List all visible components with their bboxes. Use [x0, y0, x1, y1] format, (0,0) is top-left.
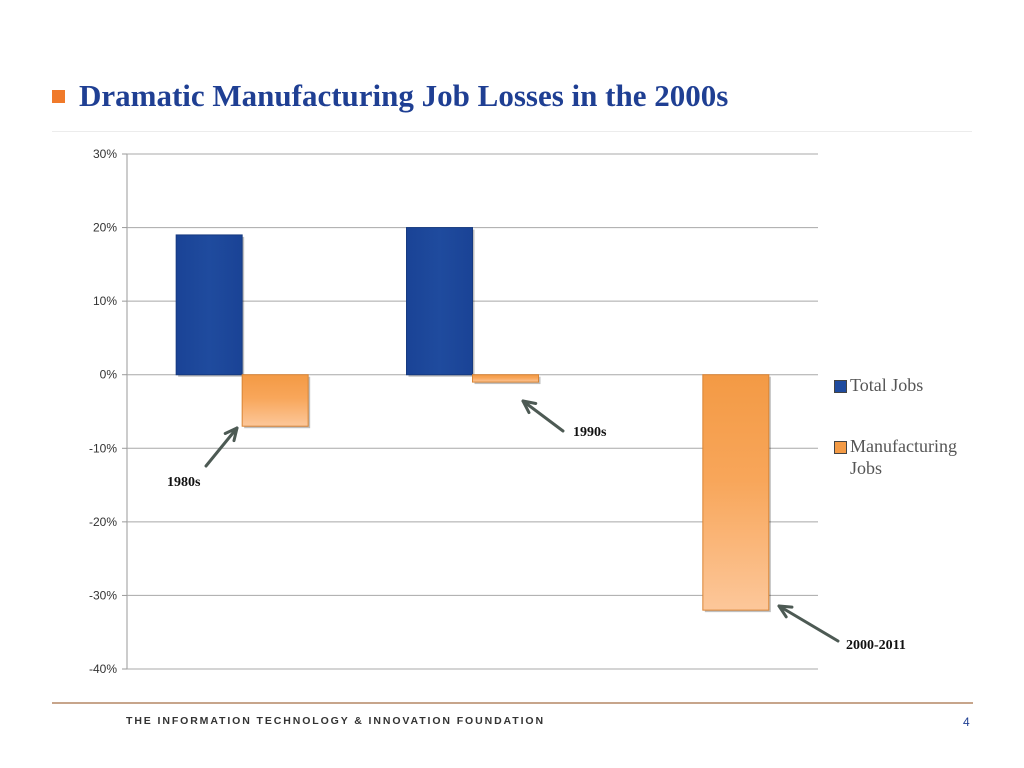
annotation-2000-2011: 2000-2011 [846, 638, 906, 653]
arrow-2000-2011 [777, 604, 840, 643]
legend-label-total-jobs: Total Jobs [850, 375, 924, 395]
footer-organization: THE INFORMATION TECHNOLOGY & INNOVATION … [126, 715, 545, 727]
y-tick-label: 30% [93, 147, 117, 161]
arrow-shaft [521, 399, 565, 433]
legend-swatch-total-jobs [834, 380, 847, 393]
arrow-head [521, 399, 538, 415]
slide-title: Dramatic Manufacturing Job Losses in the… [79, 78, 729, 113]
y-tick-label: -40% [89, 662, 117, 676]
arrow-1990s [521, 399, 565, 433]
footer-divider [52, 702, 973, 704]
legend-label-manufacturing-jobs: Manufacturing Jobs [850, 436, 957, 478]
arrow-head [223, 426, 239, 443]
y-tick-label: -10% [89, 441, 117, 455]
y-tick-label: -20% [89, 515, 117, 529]
y-tick-label: -30% [89, 588, 117, 602]
annotation-1990s: 1990s [573, 425, 607, 440]
arrow-shaft [204, 426, 239, 468]
y-tick-label: 10% [93, 294, 117, 308]
bar-total-jobs-1980s [175, 234, 243, 376]
y-tick-label: 0% [100, 368, 118, 382]
arrow-shaft [777, 604, 840, 643]
page-number: 4 [963, 715, 970, 729]
bar-total-jobs-1990s [406, 227, 473, 376]
legend-swatch-manufacturing-jobs [834, 441, 847, 454]
arrow-head [777, 604, 794, 619]
bar-manufacturing-jobs-1980s [241, 374, 309, 427]
y-tick-label: 20% [93, 221, 117, 235]
arrow-1980s [204, 426, 239, 468]
title-divider [52, 131, 972, 132]
bar-manufacturing-jobs-1990s [472, 374, 539, 383]
title-bullet [52, 90, 65, 103]
bar-manufacturing-jobs-2000-2011 [702, 374, 770, 611]
annotation-1980s: 1980s [167, 475, 201, 490]
